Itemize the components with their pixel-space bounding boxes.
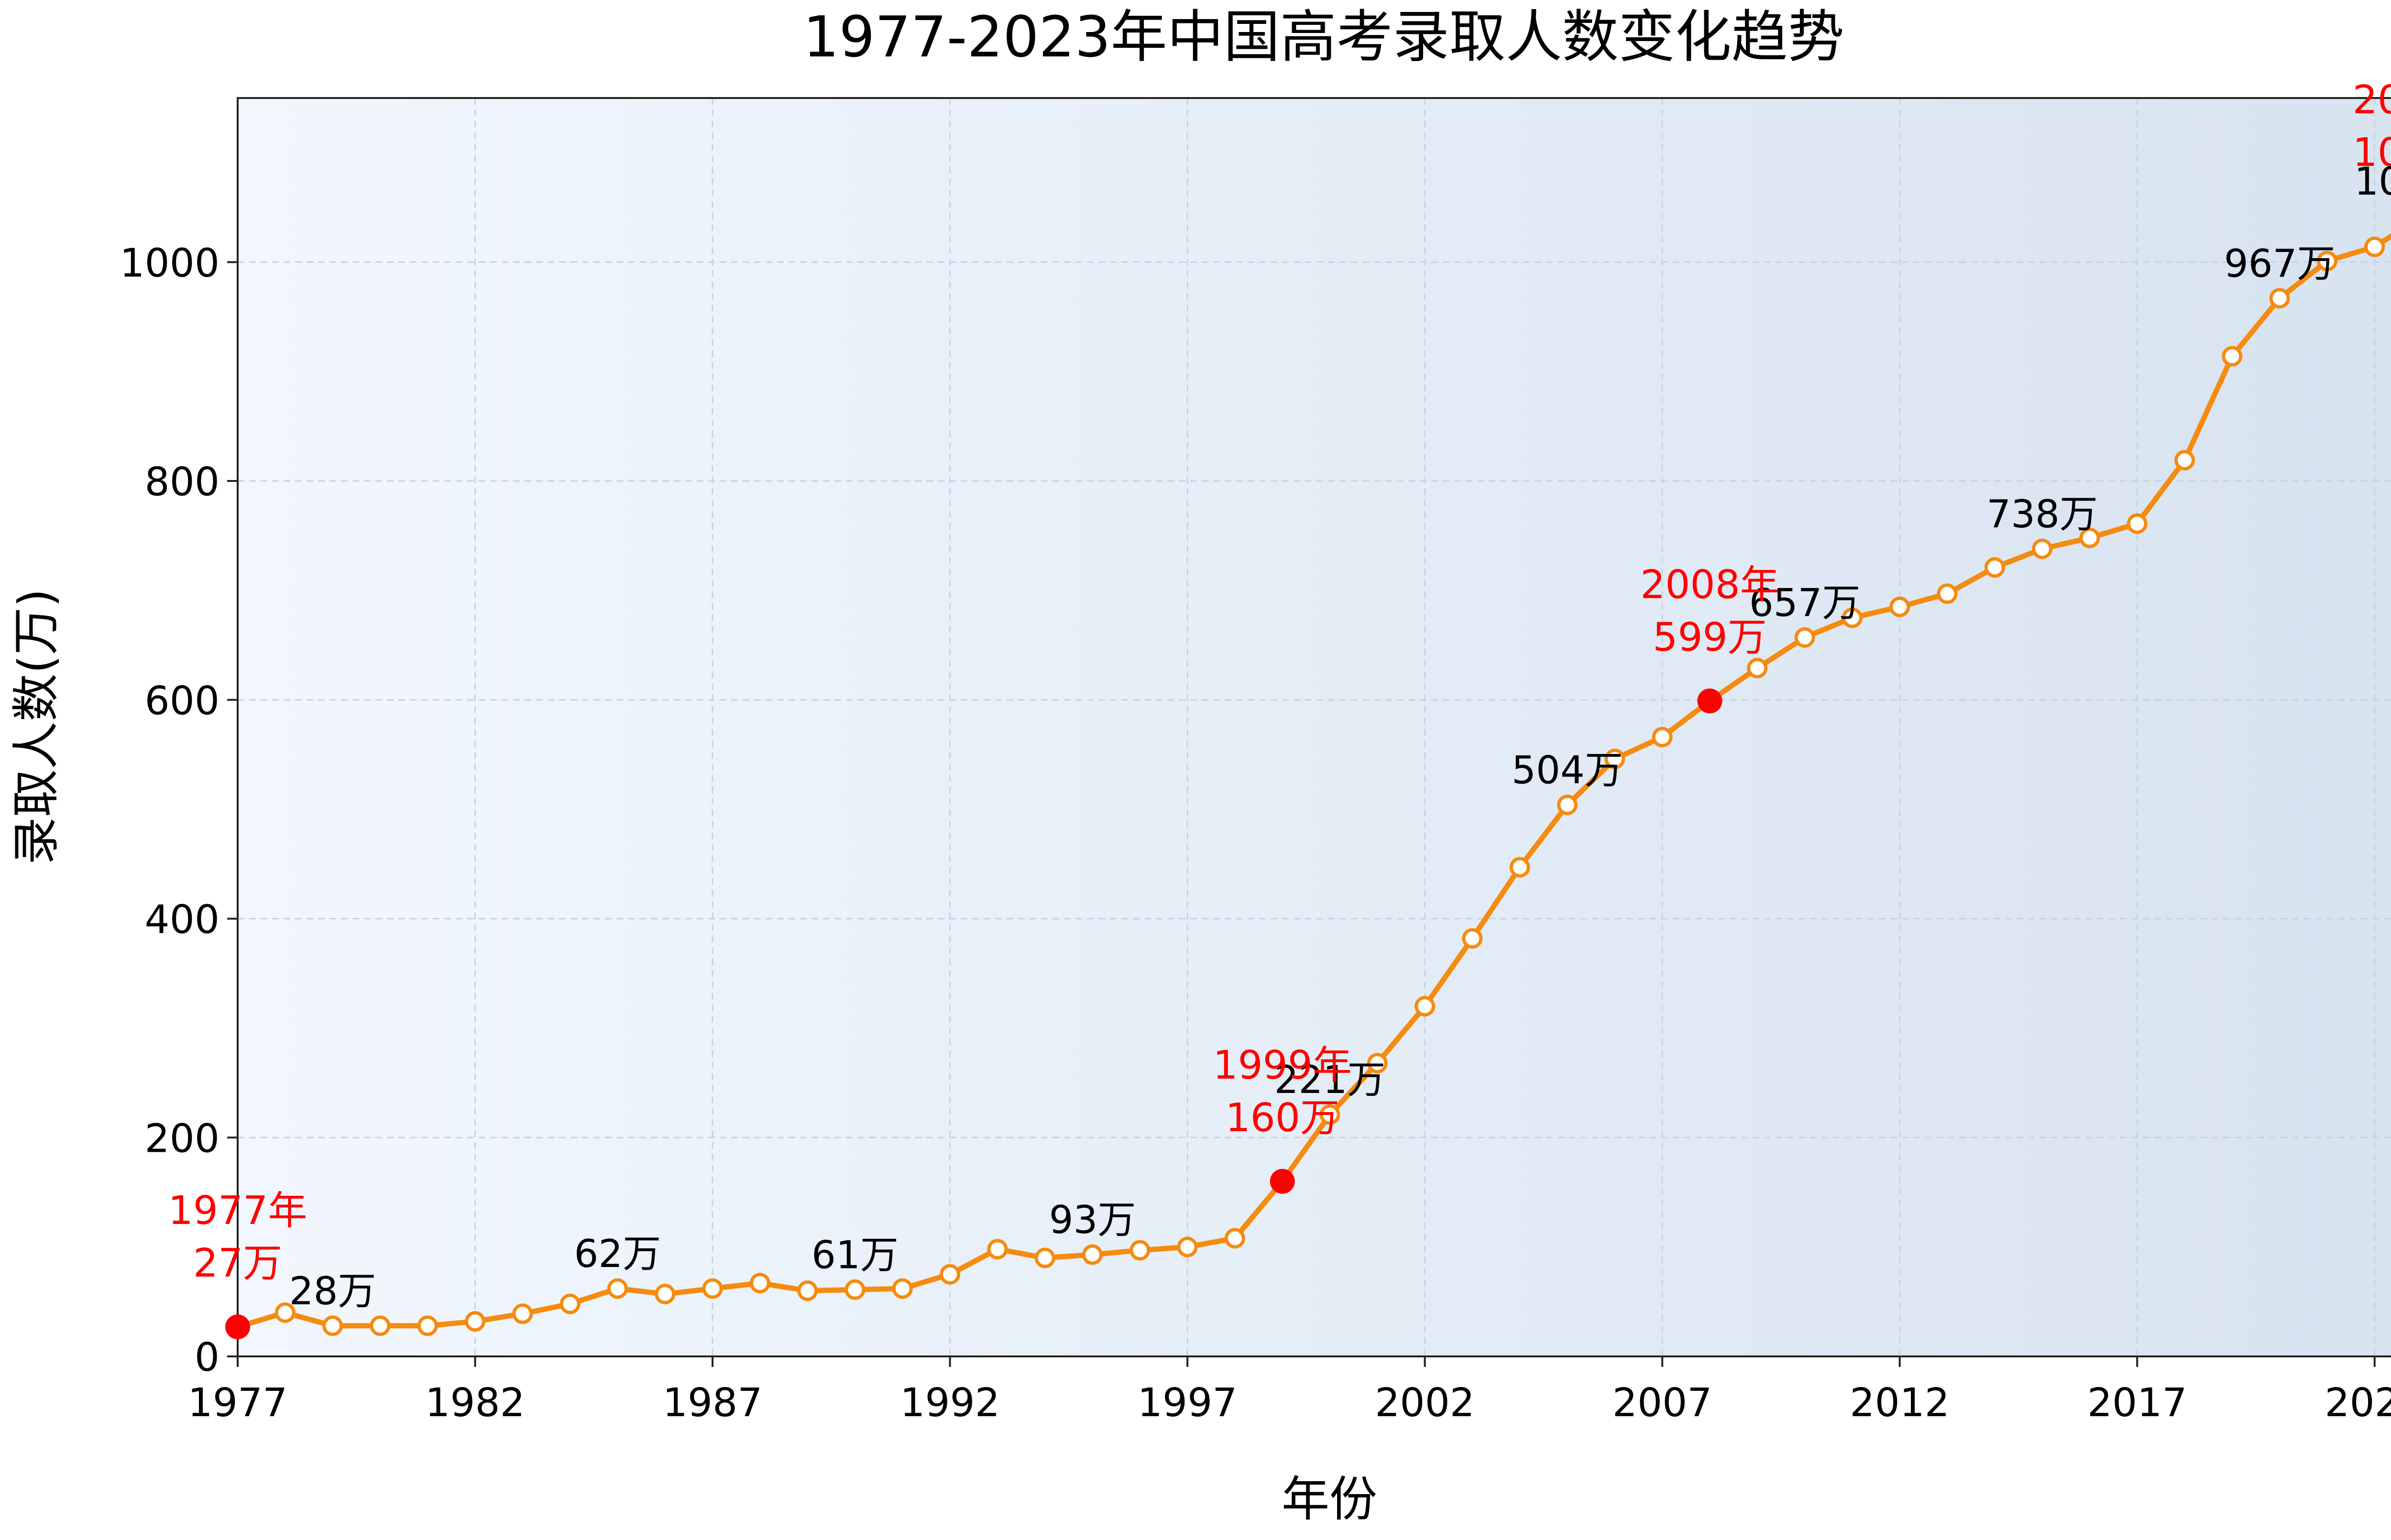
data-point (322, 1315, 343, 1336)
highlight-point (225, 1314, 250, 1340)
x-tick-label: 1997 (1138, 1380, 1238, 1426)
plot-frame (237, 97, 2391, 1357)
x-tick-label: 1987 (663, 1380, 763, 1426)
data-point (1984, 557, 2005, 578)
y-tick-label: 0 (195, 1335, 219, 1380)
data-point (1177, 1236, 1198, 1257)
data-point (2269, 288, 2290, 309)
data-point (1415, 996, 1436, 1017)
data-point (1034, 1247, 1055, 1268)
grid (237, 98, 2391, 1357)
data-labels: 28万 62万 61万 93万 221万 504万 657万 738万 967万 1042万 (289, 159, 2391, 1313)
data-point (987, 1239, 1008, 1260)
data-point (1557, 794, 1578, 815)
data-point (1794, 627, 1815, 648)
data-point (797, 1280, 818, 1301)
highlight-value-label: 599万 (1653, 615, 1767, 660)
data-point (559, 1293, 581, 1314)
plot-background (238, 98, 2391, 1356)
y-tick-label: 800 (144, 459, 219, 505)
data-label: 657万 (1749, 580, 1861, 625)
data-label: 504万 (1512, 748, 1623, 792)
data-point (2364, 236, 2385, 257)
data-point (749, 1273, 770, 1294)
data-point (465, 1311, 486, 1332)
data-point (2316, 251, 2337, 272)
data-point (1889, 596, 1910, 617)
x-tick-label: 1977 (188, 1380, 288, 1426)
highlight-value-label: 27万 (193, 1241, 282, 1286)
highlight-year-label: 2023年 (2353, 77, 2391, 123)
x-tick-label: 2002 (1375, 1380, 1475, 1426)
x-tick-label: 2012 (1850, 1380, 1950, 1426)
data-point (1604, 748, 1625, 769)
y-tick-label: 200 (144, 1116, 219, 1161)
data-label: 61万 (812, 1233, 899, 1277)
data-label: 62万 (574, 1232, 661, 1276)
data-label: 28万 (289, 1269, 376, 1313)
data-label: 738万 (1986, 492, 2098, 536)
x-tick-label: 2007 (1612, 1380, 1712, 1426)
x-axis-label: 年份 (1282, 1471, 1377, 1527)
data-label: 93万 (1049, 1198, 1136, 1242)
x-tick-label: 2017 (2087, 1380, 2187, 1426)
data-label: 1042万 (2354, 159, 2391, 204)
data-point (940, 1264, 961, 1285)
data-point (1652, 727, 1673, 748)
highlight-year-label: 2008年 (1640, 562, 1779, 608)
x-tick-label: 2022 (2325, 1380, 2391, 1426)
data-point (607, 1278, 628, 1299)
data-point (1747, 657, 1768, 678)
data-point (1367, 1053, 1388, 1074)
y-tick-label: 600 (144, 678, 219, 724)
y-axis: 0 200 400 600 800 1000 (120, 240, 238, 1380)
data-point (1509, 857, 1530, 878)
data-point (1130, 1240, 1151, 1261)
data-point (2222, 346, 2243, 367)
data-point (1937, 583, 1958, 604)
x-tick-label: 1982 (425, 1380, 525, 1426)
data-point (655, 1284, 676, 1305)
highlight-value-label: 1042万 (2353, 130, 2391, 175)
data-point (2127, 513, 2148, 534)
y-tick-label: 400 (144, 897, 219, 943)
highlight-year-label: 1999年 (1213, 1043, 1352, 1088)
series-line (237, 233, 2391, 1336)
data-point (702, 1278, 723, 1299)
y-axis-label: 录取人数(万) (8, 589, 64, 865)
highlight-year-label: 1977年 (168, 1188, 307, 1234)
data-point (892, 1278, 913, 1299)
highlight-point (1270, 1169, 1295, 1194)
x-axis: 1977 1982 1987 1992 1997 2002 2007 2012 2017 2022 (188, 1356, 2391, 1426)
data-label: 221万 (1274, 1058, 1386, 1102)
data-point (2174, 450, 2195, 471)
data-point (845, 1279, 866, 1300)
data-point (417, 1315, 438, 1336)
data-point (1842, 607, 1863, 628)
data-point (370, 1315, 391, 1336)
data-point (1082, 1244, 1103, 1265)
data-point (512, 1303, 533, 1324)
x-tick-label: 1992 (900, 1380, 1000, 1426)
data-point (274, 1302, 296, 1323)
y-tick-label: 1000 (120, 240, 219, 286)
chart-title: 1977-2023年中国高考录取人数变化趋势 (803, 4, 1844, 70)
data-point (1224, 1228, 1245, 1249)
highlight-point (1697, 688, 1722, 714)
data-point (2079, 527, 2100, 548)
highlight-value-label: 160万 (1225, 1095, 1339, 1141)
highlight-annotations: 1977年 27万 1999年 160万 2008年 599万 2023年 1042万 (168, 77, 2391, 1340)
data-point (2032, 538, 2053, 559)
data-point (1319, 1104, 1340, 1125)
data-label: 967万 (2224, 241, 2336, 286)
data-point (1462, 928, 1483, 949)
